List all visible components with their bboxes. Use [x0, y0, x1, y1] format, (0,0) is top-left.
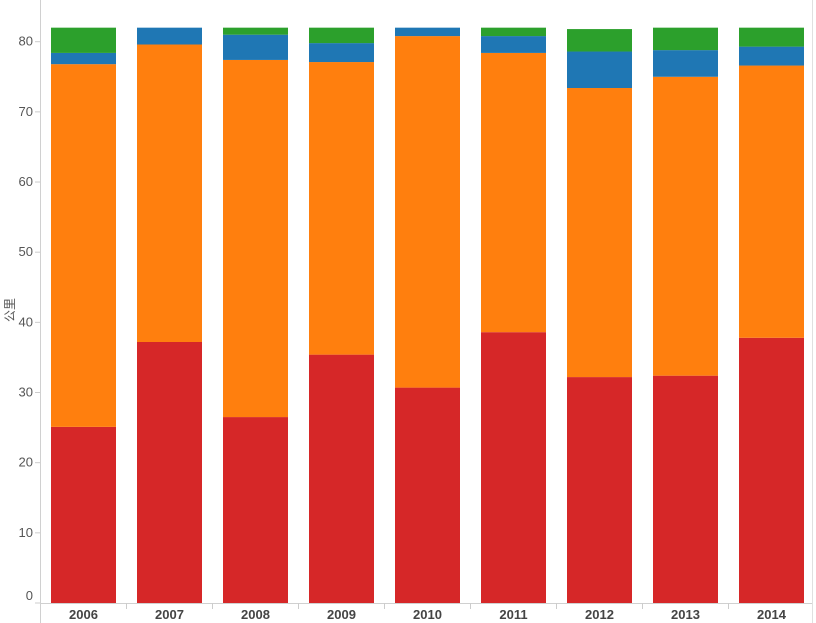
x-tick-label: 2006 — [69, 607, 98, 622]
bar-segment-2009-series3 — [309, 27, 374, 44]
y-tick-label: 30 — [19, 385, 33, 400]
y-tick-label: 40 — [19, 314, 33, 329]
bar-segment-2014-series3 — [739, 27, 804, 47]
y-axis-label: 公里 — [3, 298, 17, 322]
bar-segment-2006-series3 — [51, 27, 116, 53]
bar-segment-2011-series3 — [481, 27, 546, 37]
bar-segment-2006-series0 — [51, 426, 116, 603]
bar-segment-2011-series1 — [481, 52, 546, 333]
bar-segment-2007-series2 — [137, 27, 202, 45]
x-tick-label: 2010 — [413, 607, 442, 622]
x-tick-label: 2012 — [585, 607, 614, 622]
bar-segment-2014-series2 — [739, 46, 804, 66]
x-tick-label: 2013 — [671, 607, 700, 622]
bar-segment-2014-series0 — [739, 337, 804, 603]
bar-segment-2011-series2 — [481, 36, 546, 53]
y-tick-label: 60 — [19, 174, 33, 189]
y-tick-label: 80 — [19, 34, 33, 49]
bar-segment-2014-series1 — [739, 65, 804, 338]
bar-segment-2010-series2 — [395, 27, 460, 37]
y-tick-label: 10 — [19, 525, 33, 540]
bar-segment-2008-series0 — [223, 417, 288, 603]
x-tick-label: 2014 — [757, 607, 787, 622]
y-tick-label: 50 — [19, 244, 33, 259]
bar-segment-2008-series1 — [223, 59, 288, 418]
y-tick-label: 20 — [19, 455, 33, 470]
bar-segment-2008-series2 — [223, 34, 288, 60]
bar-segment-2006-series2 — [51, 52, 116, 65]
bar-segment-2009-series0 — [309, 354, 374, 603]
bar-segment-2012-series0 — [567, 377, 632, 603]
bar-segment-2010-series0 — [395, 387, 460, 603]
bar-segment-2012-series2 — [567, 51, 632, 89]
bar-segment-2012-series3 — [567, 29, 632, 52]
bar-segment-2013-series3 — [653, 27, 718, 51]
bar-segment-2008-series3 — [223, 27, 288, 35]
bar-segment-2013-series2 — [653, 50, 718, 77]
bar-segment-2012-series1 — [567, 88, 632, 378]
bar-segment-2011-series0 — [481, 332, 546, 603]
x-tick-label: 2009 — [327, 607, 356, 622]
x-tick-label: 2011 — [499, 607, 527, 622]
x-tick-label: 2008 — [241, 607, 270, 622]
bar-segment-2010-series1 — [395, 36, 460, 388]
y-tick-label: 70 — [19, 104, 33, 119]
bar-segment-2009-series1 — [309, 62, 374, 355]
bar-segment-2009-series2 — [309, 43, 374, 63]
y-tick-label: 0 — [26, 588, 33, 603]
bar-segment-2007-series1 — [137, 44, 202, 342]
bar-segment-2013-series1 — [653, 76, 718, 376]
bar-segment-2013-series0 — [653, 375, 718, 603]
bar-segment-2007-series0 — [137, 341, 202, 603]
x-tick-label: 2007 — [155, 607, 184, 622]
bar-segment-2006-series1 — [51, 64, 116, 427]
